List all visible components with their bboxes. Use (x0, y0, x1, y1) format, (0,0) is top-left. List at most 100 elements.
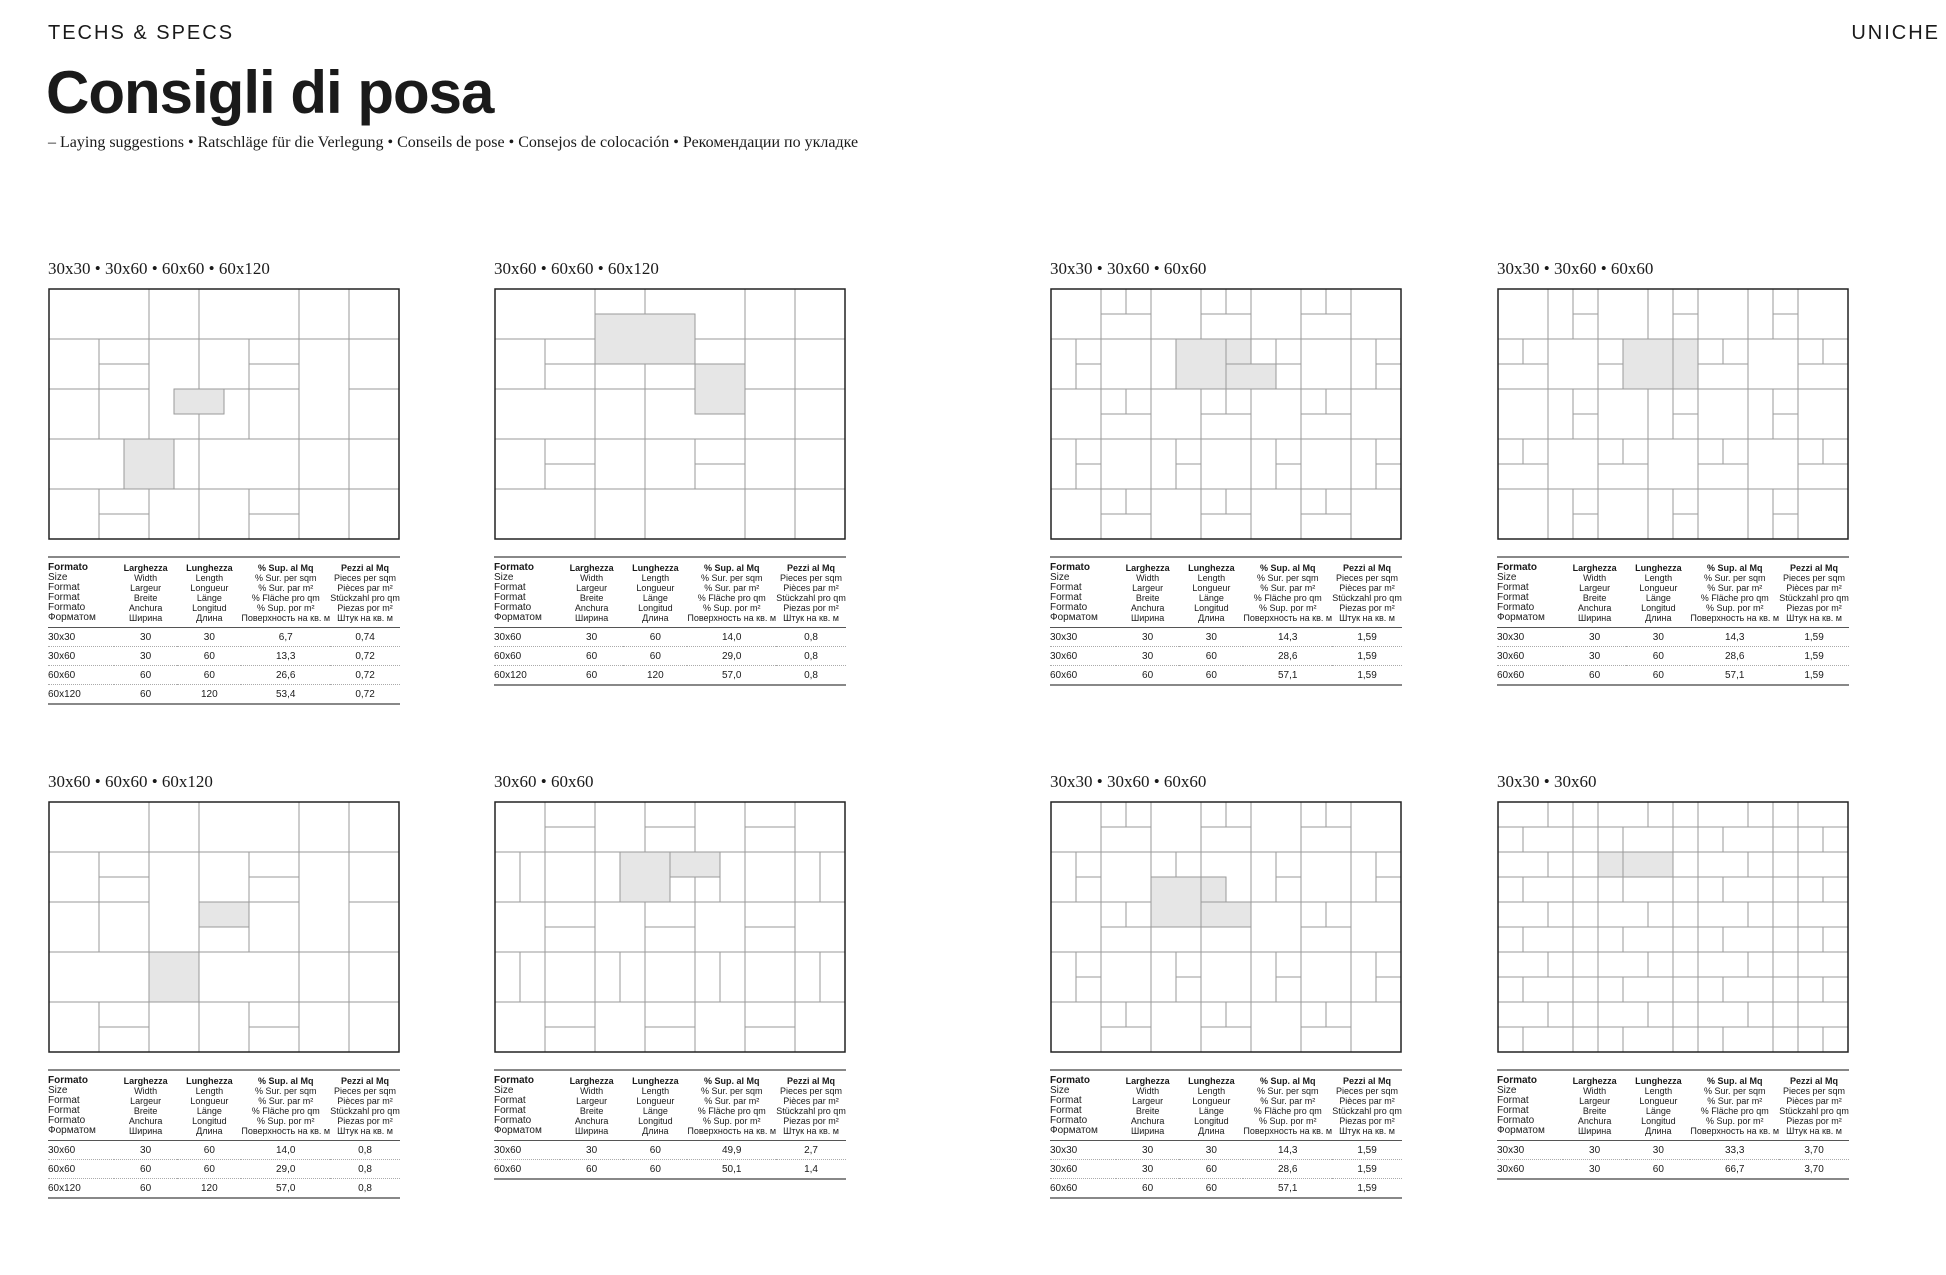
tile (1622, 876, 1674, 903)
diagram-frame (48, 801, 400, 1053)
table-header-cell: Formato Size Format Format Formato Форматом (494, 1070, 560, 1141)
tile (744, 289, 796, 340)
table-row: 30x60 30 60 13,3 0,72 (48, 646, 400, 666)
tile (248, 851, 300, 878)
tile (1522, 1026, 1574, 1052)
tile (1622, 976, 1674, 1003)
tile (1051, 388, 1102, 440)
tile (1797, 1026, 1824, 1052)
tile (1498, 1026, 1524, 1052)
tile (1597, 802, 1649, 828)
tile (1797, 338, 1824, 365)
tile (1375, 976, 1401, 1003)
header-label: Formato (1050, 602, 1088, 613)
tile (1498, 976, 1524, 1003)
table-header-cell: % Sup. al Mq% Sur. per sqm% Sur. par m²%… (687, 557, 777, 628)
table-cell: 30 (1626, 1140, 1691, 1160)
tile (1797, 951, 1848, 978)
header-label: Format (48, 592, 80, 603)
tile (1498, 826, 1524, 853)
tile (1200, 926, 1252, 953)
tile (248, 388, 300, 440)
diagram-frame (494, 801, 846, 1053)
table-cell: 30x60 (1497, 646, 1563, 666)
table-cell: 28,6 (1243, 1159, 1333, 1179)
header-label: Pieces per sqm (334, 1086, 397, 1096)
header-label: Longueur (636, 1096, 675, 1106)
tile (719, 951, 746, 1003)
tile (49, 802, 150, 853)
header-label: Formato (494, 1115, 532, 1126)
card-title: 30x30 • 30x60 • 60x60 • 60x120 (48, 259, 270, 278)
tile (1375, 363, 1401, 390)
table-cell: 30x60 (494, 627, 560, 647)
table-header-cell: Larghezza Width Largeur Breite Anchura Ширина (559, 1070, 624, 1141)
diagram-frame (1050, 288, 1402, 540)
header-label: Поверхность на кв. м (1690, 613, 1780, 623)
table-cell: 29,0 (241, 1159, 331, 1179)
tile (49, 289, 150, 340)
header-label: Formato (1497, 562, 1537, 573)
header-label: Форматом (494, 612, 542, 623)
table-cell: 60x60 (494, 646, 560, 666)
tile (1797, 802, 1848, 828)
tile (1797, 289, 1848, 340)
table-header-cell: Lunghezza Length Longueur Länge Longitud Длин… (177, 1070, 242, 1141)
tile (644, 926, 696, 953)
table-header-cell: % Sup. al Mq% Sur. per sqm% Sur. par m²%… (1690, 557, 1780, 628)
highlighted-module (123, 438, 175, 490)
tile (1672, 851, 1699, 878)
tile (1498, 802, 1549, 828)
tile (1375, 438, 1401, 465)
header-label: Форматом (48, 612, 96, 623)
header-label: Pezzi al Mq (341, 563, 390, 573)
table-cell: 30x60 (48, 646, 114, 666)
table-row: 60x60 60 60 29,0 0,8 (48, 1159, 400, 1179)
tile (1697, 1026, 1724, 1052)
tile (1522, 826, 1574, 853)
tile (1498, 388, 1549, 440)
header-label: % Sup. al Mq (257, 1076, 314, 1086)
tile (198, 338, 250, 390)
tile (1797, 926, 1824, 953)
tile (644, 951, 696, 1003)
header-label: % Sup. al Mq (1259, 563, 1316, 573)
header-label: Longueur (1192, 583, 1231, 593)
spec-table: Formato Size Format Format Formato Форматом La… (48, 1069, 400, 1199)
tile (1100, 513, 1152, 539)
tile (1672, 413, 1699, 440)
header-label: Width (580, 573, 604, 583)
table-header-cell: Lunghezza Length Longueur Länge Longitud Длин… (1179, 1070, 1244, 1141)
header-label: Longitud (1641, 1116, 1676, 1126)
header-label: Länge (196, 593, 222, 603)
tile (1572, 289, 1599, 315)
tile (1250, 851, 1277, 903)
highlighted-module (148, 951, 200, 1003)
table-cell: 6,7 (241, 627, 331, 647)
tile (1647, 802, 1674, 828)
tile (1597, 463, 1649, 490)
tile (49, 951, 150, 1003)
tile (1051, 951, 1077, 1003)
header-label: Pieces per sqm (1336, 1086, 1399, 1096)
header-label: Ширина (1577, 613, 1612, 623)
tile (1100, 488, 1127, 515)
header-label: Formato (1497, 1115, 1535, 1126)
table-row: 60x60 60 60 26,6 0,72 (48, 665, 400, 685)
tile (1275, 438, 1302, 465)
tile (1572, 851, 1599, 878)
laying-pattern-diagram (494, 288, 846, 540)
tile (1822, 438, 1848, 465)
tile (1597, 1026, 1624, 1052)
table-cell: 1,59 (1332, 665, 1402, 686)
tile (1797, 976, 1824, 1003)
table-cell: 1,4 (776, 1159, 846, 1180)
tile (298, 802, 350, 853)
table-cell: 2,7 (776, 1140, 846, 1160)
tile (1051, 289, 1102, 340)
tile (1522, 876, 1574, 903)
tile (1697, 976, 1724, 1003)
tile (1175, 951, 1202, 978)
tile (198, 438, 300, 490)
tile (1772, 488, 1799, 515)
